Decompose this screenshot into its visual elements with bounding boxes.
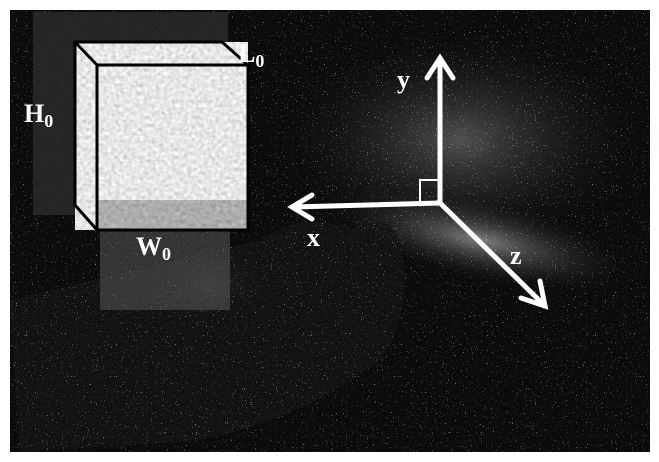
label-axis-z: z	[510, 241, 522, 270]
box-top	[75, 42, 248, 65]
box-shade	[97, 200, 248, 230]
box	[75, 42, 248, 230]
label-axis-y: y	[397, 65, 410, 94]
box-side	[75, 42, 97, 230]
diagram: L0 H0 W0 y x z	[0, 0, 659, 462]
label-axis-x: x	[307, 223, 320, 252]
page: L0 H0 W0 y x z (() => { const data = JSO…	[0, 0, 659, 462]
